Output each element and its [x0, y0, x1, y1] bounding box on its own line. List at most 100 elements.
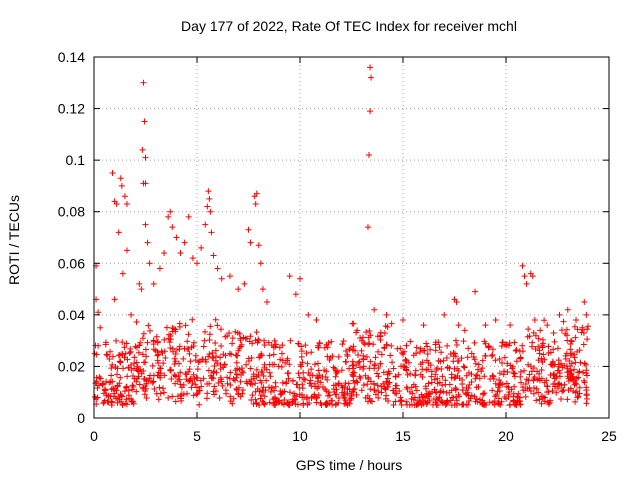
background-point	[565, 377, 572, 384]
background-point	[472, 398, 479, 405]
background-point	[453, 386, 460, 393]
background-point	[150, 338, 157, 345]
background-point	[298, 353, 305, 360]
background-point	[558, 327, 565, 334]
background-point	[362, 394, 369, 401]
background-point	[159, 385, 166, 392]
background-point	[576, 390, 583, 397]
background-point	[178, 391, 185, 398]
background-point	[229, 335, 236, 342]
background-point	[507, 362, 514, 369]
data-point	[564, 306, 571, 313]
background-point	[576, 384, 583, 391]
data-point	[95, 309, 102, 316]
background-point	[572, 389, 579, 396]
background-point	[431, 376, 438, 383]
background-point	[319, 373, 326, 380]
background-point	[349, 358, 356, 365]
background-point	[227, 369, 234, 376]
background-point	[247, 365, 254, 372]
background-point	[95, 382, 102, 389]
data-point	[400, 317, 406, 324]
background-point	[545, 400, 552, 407]
background-point	[578, 329, 585, 336]
background-point	[428, 379, 435, 386]
background-point	[266, 384, 273, 391]
background-point	[421, 347, 428, 354]
background-point	[136, 381, 143, 388]
background-point	[289, 399, 296, 406]
background-point	[184, 390, 191, 397]
background-point	[580, 369, 587, 376]
background-point	[236, 366, 243, 373]
background-point	[400, 363, 407, 370]
background-point	[393, 382, 400, 389]
background-point	[514, 393, 521, 400]
background-point	[189, 316, 196, 323]
background-point	[395, 371, 402, 378]
background-point	[460, 363, 467, 370]
background-point	[558, 396, 565, 403]
background-point	[548, 361, 555, 368]
background-point	[338, 389, 345, 396]
background-point	[100, 400, 107, 407]
background-point	[568, 360, 575, 367]
y-axis-label: ROTI / TECUs	[6, 195, 22, 285]
background-point	[504, 369, 511, 376]
background-point	[220, 364, 227, 371]
background-point	[131, 354, 138, 361]
background-point	[375, 388, 382, 395]
background-point	[575, 393, 582, 400]
background-point	[571, 366, 578, 373]
background-point	[568, 337, 575, 344]
background-point	[232, 377, 239, 384]
background-point	[543, 377, 550, 384]
background-point	[267, 388, 274, 395]
background-point	[326, 392, 333, 399]
background-point	[278, 363, 285, 370]
background-point	[343, 359, 350, 366]
background-point	[446, 365, 453, 372]
background-point	[108, 386, 115, 393]
background-point	[356, 358, 363, 365]
background-point	[190, 392, 197, 399]
background-point	[535, 389, 542, 396]
background-point	[385, 368, 392, 375]
background-point	[227, 398, 234, 405]
background-point	[174, 346, 181, 353]
background-point	[267, 373, 274, 380]
background-point	[315, 344, 322, 351]
background-point	[471, 356, 478, 363]
background-point	[169, 324, 176, 331]
background-point	[496, 356, 503, 363]
background-point	[296, 374, 303, 381]
background-point	[354, 379, 361, 386]
background-point	[289, 378, 296, 385]
background-point	[248, 355, 255, 362]
background-point	[347, 396, 354, 403]
background-point	[178, 384, 185, 391]
background-point	[564, 373, 571, 380]
background-point	[272, 383, 279, 390]
background-point	[207, 372, 214, 379]
background-point	[405, 359, 412, 366]
data-point	[583, 311, 590, 318]
background-point	[411, 402, 418, 409]
data-point	[202, 221, 209, 228]
background-point	[390, 365, 397, 372]
background-point	[184, 338, 191, 345]
background-point	[108, 365, 115, 372]
background-point	[564, 396, 571, 403]
background-point	[121, 388, 128, 395]
background-point	[219, 382, 226, 389]
data-point	[252, 200, 259, 207]
background-point	[555, 380, 562, 387]
background-point	[133, 378, 140, 385]
background-point	[197, 377, 204, 384]
data-point	[286, 273, 293, 280]
background-point	[583, 361, 590, 368]
background-point	[377, 360, 384, 367]
background-point	[474, 366, 481, 373]
data-point	[117, 175, 124, 182]
background-point	[233, 359, 240, 366]
